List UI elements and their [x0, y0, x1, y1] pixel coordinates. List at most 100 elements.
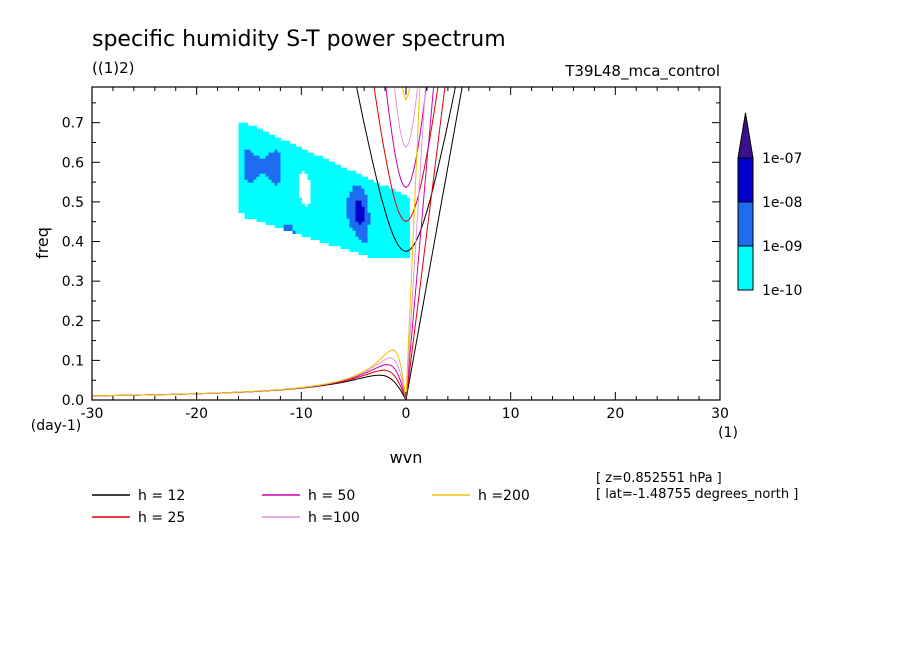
contour-cell: [253, 206, 257, 211]
contour-cell: [241, 161, 245, 166]
contour-cell: [328, 173, 332, 178]
contour-cell: [379, 188, 383, 193]
contour-cell: [400, 254, 404, 259]
contour-cell: [277, 149, 281, 154]
contour-cell: [268, 155, 272, 160]
contour-cell: [403, 203, 407, 208]
contour-cell: [313, 167, 317, 172]
contour-cell: [265, 152, 269, 157]
contour-cell: [307, 152, 311, 157]
contour-cell: [394, 251, 398, 256]
contour-cell: [322, 194, 326, 199]
contour-cell: [355, 182, 359, 187]
contour-cell: [403, 248, 407, 253]
contour-cell: [364, 194, 368, 199]
chart-subtitle-left: ((1)2): [92, 59, 135, 77]
contour-cell: [343, 242, 347, 247]
contour-cell: [295, 200, 299, 205]
contour-cell: [361, 236, 365, 241]
contour-cell: [367, 197, 371, 202]
contour-cell: [343, 167, 347, 172]
contour-cell: [394, 224, 398, 229]
contour-cell: [340, 230, 344, 235]
contour-cell: [364, 239, 368, 244]
contour-cell: [262, 206, 266, 211]
contour-cell: [352, 188, 356, 193]
contour-cell: [244, 146, 248, 151]
contour-cell: [325, 215, 329, 220]
contour-cell: [256, 140, 260, 145]
contour-cell: [325, 233, 329, 238]
contour-cell: [289, 185, 293, 190]
contour-cell: [256, 218, 260, 223]
contour-cell: [280, 200, 284, 205]
contour-cell: [394, 206, 398, 211]
contour-cell: [271, 206, 275, 211]
contour-cell: [268, 188, 272, 193]
x-tick-label: -20: [185, 406, 208, 422]
contour-cell: [403, 254, 407, 259]
contour-cell: [406, 254, 410, 259]
contour-cell: [358, 239, 362, 244]
contour-cell: [370, 248, 374, 253]
contour-cell: [334, 194, 338, 199]
contour-cell: [388, 212, 392, 217]
contour-cell: [358, 203, 362, 208]
contour-cell: [313, 203, 317, 208]
contour-cell: [358, 221, 362, 226]
contour-cell: [280, 170, 284, 175]
contour-cell: [265, 188, 269, 193]
contour-cell: [313, 206, 317, 211]
contour-cell: [313, 170, 317, 175]
contour-cell: [280, 185, 284, 190]
contour-cell: [244, 143, 248, 148]
contour-cell: [238, 131, 242, 136]
contour-cell: [325, 221, 329, 226]
contour-cell: [382, 245, 386, 250]
contour-cell: [268, 182, 272, 187]
contour-cell: [358, 236, 362, 241]
contour-cell: [403, 236, 407, 241]
contour-cell: [253, 188, 257, 193]
contour-cell: [406, 203, 410, 208]
contour-cell: [265, 146, 269, 151]
contour-cell: [280, 164, 284, 169]
contour-cell: [337, 164, 341, 169]
contour-cell: [304, 212, 308, 217]
contour-cell: [244, 167, 248, 172]
contour-cell: [358, 230, 362, 235]
contour-cell: [241, 152, 245, 157]
contour-cell: [328, 161, 332, 166]
contour-cell: [379, 224, 383, 229]
gravity-curve: [356, 87, 456, 252]
contour-cell: [400, 221, 404, 226]
contour-cell: [298, 170, 302, 175]
contour-cell: [292, 152, 296, 157]
contour-cell: [379, 245, 383, 250]
contour-cell: [262, 188, 266, 193]
contour-cell: [343, 236, 347, 241]
contour-cell: [334, 182, 338, 187]
contour-cell: [325, 200, 329, 205]
contour-cell: [361, 194, 365, 199]
contour-cell: [406, 230, 410, 235]
contour-cell: [259, 143, 263, 148]
contour-cell: [265, 137, 269, 142]
contour-cell: [328, 209, 332, 214]
contour-cell: [292, 203, 296, 208]
contour-cell: [328, 200, 332, 205]
contour-cell: [274, 143, 278, 148]
contour-cell: [259, 137, 263, 142]
contour-cell: [262, 194, 266, 199]
contour-cell: [241, 137, 245, 142]
contour-cell: [325, 197, 329, 202]
contour-cell: [247, 200, 251, 205]
kelvin-curve: [405, 87, 426, 400]
contour-cell: [340, 215, 344, 220]
contour-cell: [340, 209, 344, 214]
contour-cell: [340, 176, 344, 181]
contour-cell: [277, 221, 281, 226]
contour-cell: [247, 155, 251, 160]
contour-cell: [340, 206, 344, 211]
contour-cell: [322, 167, 326, 172]
